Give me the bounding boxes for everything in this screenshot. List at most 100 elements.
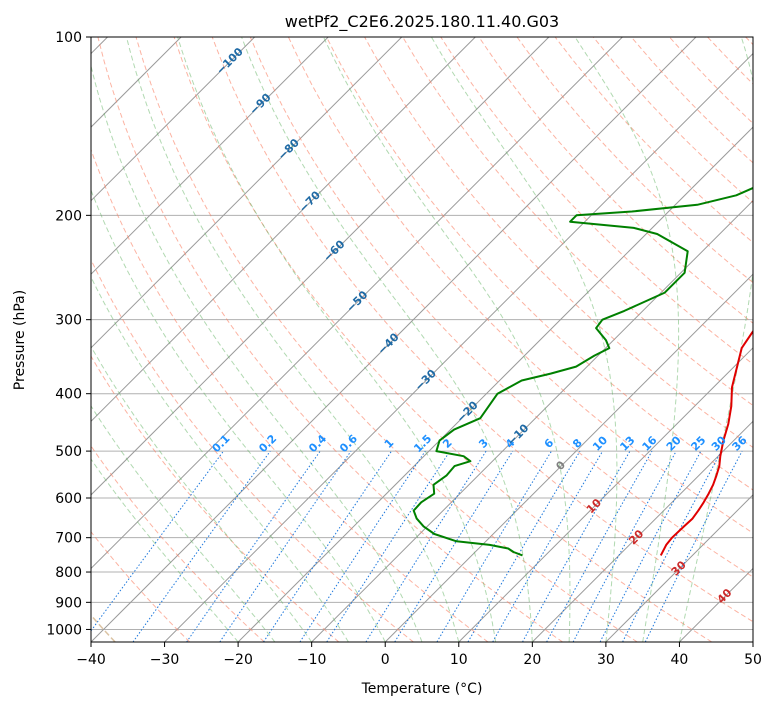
isotherm-line <box>531 420 753 642</box>
mixing-ratio-line <box>186 450 321 642</box>
isotherm-line <box>384 273 753 642</box>
moist-adiabat-line <box>323 37 571 642</box>
dry-adiabat-line <box>326 37 753 491</box>
dry-adiabat-line <box>745 37 753 46</box>
moist-adiabat-line <box>91 345 313 642</box>
y-tick-label: 700 <box>55 531 82 547</box>
dry-adiabat-line <box>402 37 753 407</box>
isotherm-line <box>752 641 753 642</box>
moist-adiabat-line <box>678 37 753 642</box>
dry-adiabat-line <box>516 37 753 284</box>
dry-adiabat-line <box>135 37 638 642</box>
dry-adiabat-line <box>97 37 563 642</box>
plot-frame <box>90 36 754 643</box>
isotherm-line <box>91 37 550 496</box>
moist-adiabat-line <box>241 37 533 642</box>
mixing-ratio-label: 2 <box>440 436 455 451</box>
mixing-ratio-line <box>572 450 677 642</box>
dry-adiabat-line <box>249 37 753 578</box>
isotherm-label: −100 <box>214 45 246 77</box>
mixing-ratio-line <box>263 450 392 642</box>
moist-adiabat-line <box>91 64 423 642</box>
mixing-ratio-label: 3 <box>476 436 491 451</box>
mixing-ratio-line <box>644 450 743 642</box>
isotherm-line <box>91 37 329 275</box>
y-axis: 100 200 300 400 500 600 700 800 900 1000 <box>46 30 91 638</box>
y-tick-label: 200 <box>55 208 82 224</box>
dry-adiabat-line <box>91 258 414 642</box>
mixing-ratio-label: 1.5 <box>411 432 434 455</box>
mixing-ratio-line <box>219 450 352 642</box>
dry-adiabat-line <box>91 531 191 642</box>
mixing-ratio-line <box>467 450 581 642</box>
dewpoint-profile-line <box>412 186 753 557</box>
x-tick-label: −10 <box>297 652 327 668</box>
y-tick-label: 1000 <box>46 622 82 638</box>
isotherm-line <box>237 126 753 642</box>
isotherm-line <box>91 37 403 349</box>
mixing-ratio-line <box>436 450 552 642</box>
mixing-ratio-label: 0.4 <box>306 432 329 455</box>
x-tick-label: 10 <box>450 652 468 668</box>
mixing-ratio-label: 8 <box>570 436 585 451</box>
temperature-profile-line <box>659 329 753 556</box>
x-tick-label: 30 <box>597 652 615 668</box>
dry-adiabat-line <box>91 355 340 642</box>
x-tick-label: 40 <box>671 652 689 668</box>
mixing-ratio-line <box>132 450 271 642</box>
x-tick-label: 20 <box>523 652 541 668</box>
dry-adiabat-line <box>173 37 713 642</box>
background-lines <box>91 37 753 642</box>
y-tick-label: 400 <box>55 387 82 403</box>
mixing-ratio-line <box>394 450 514 642</box>
mixing-ratio-line <box>326 450 451 642</box>
x-axis-title: Temperature (°C) <box>361 681 483 697</box>
dry-adiabat-line <box>364 37 753 449</box>
dry-adiabat-line <box>91 445 265 642</box>
moist-adiabat-line <box>91 458 239 642</box>
chart-title: wetPf2_C2E6.2025.180.11.40.G03 <box>285 12 559 32</box>
isotherm-line <box>605 494 753 642</box>
y-tick-label: 900 <box>55 595 82 611</box>
x-axis: −40 −30 −20 −10 0 10 20 30 40 50 <box>76 642 762 668</box>
isotherm-line <box>311 199 753 642</box>
isotherm-line <box>164 52 753 642</box>
y-tick-label: 300 <box>55 313 82 329</box>
moist-adiabat-line <box>126 37 460 642</box>
isotherm-line <box>91 37 623 570</box>
mixing-ratio-line <box>365 450 487 642</box>
moist-adiabat-line <box>91 405 276 642</box>
mixing-ratio-line <box>91 450 224 632</box>
isotherm-line <box>679 567 753 642</box>
x-tick-label: 0 <box>381 652 390 668</box>
dry-adiabat-line <box>554 37 753 244</box>
isotherm-line <box>458 347 753 642</box>
mixing-ratio-line <box>599 450 702 642</box>
mixing-ratio-label: 0.2 <box>256 432 279 455</box>
dry-adiabat-line <box>478 37 753 324</box>
isotherm-labels: 0.1 0.2 0.4 0.6 1 1.5 2 3 4 6 8 10 13 16 20 25 30 36−100−… <box>210 45 750 606</box>
mixing-ratio-label: 36 <box>730 433 750 453</box>
dry-adiabat-line <box>91 148 489 642</box>
y-axis-title: Pressure (hPa) <box>12 290 28 390</box>
x-tick-label: −20 <box>223 652 253 668</box>
mixing-ratio-label: 0.6 <box>337 432 360 455</box>
mixing-ratio-line <box>522 450 631 642</box>
mixing-ratio-label: 1 <box>382 436 397 451</box>
mixing-ratio-line <box>299 450 426 642</box>
moist-adiabat-line <box>177 37 497 642</box>
x-tick-label: 50 <box>744 652 762 668</box>
y-tick-label: 100 <box>55 30 82 46</box>
x-tick-label: −40 <box>76 652 106 668</box>
mixing-ratio-line <box>546 450 653 642</box>
isotherm-line <box>91 37 476 423</box>
y-tick-label: 500 <box>55 444 82 460</box>
x-tick-label: −30 <box>150 652 180 668</box>
mixing-ratio-label: 30 <box>709 433 729 453</box>
dry-adiabat-line <box>707 37 753 85</box>
moist-adiabat-line <box>91 188 386 642</box>
mixing-ratio-label: 20 <box>664 433 684 453</box>
moist-adiabat-line <box>91 275 349 642</box>
mixing-ratio-label: 0.1 <box>210 432 233 455</box>
